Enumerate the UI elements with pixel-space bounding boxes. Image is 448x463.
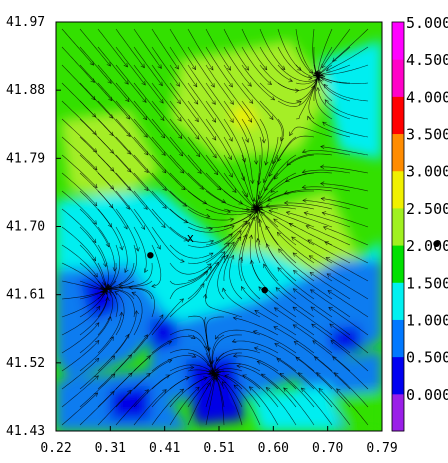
station-dot bbox=[147, 252, 154, 259]
colorbar-swatch bbox=[392, 393, 404, 432]
colorbar-swatch bbox=[392, 245, 404, 283]
colorbar-label: 0.000 bbox=[406, 386, 448, 404]
x-tick-label: 0.31 bbox=[95, 441, 126, 456]
colorbar-label: 2.500 bbox=[406, 200, 448, 218]
colorbar-label: 3.000 bbox=[406, 163, 448, 181]
x-tick-label: 0.51 bbox=[203, 441, 234, 456]
y-axis: 41.97 41.88 41.79 41.70 41.61 41.52 41.43 bbox=[6, 15, 61, 439]
colorbar-label: 2.000 bbox=[406, 237, 448, 255]
colorbar-swatch bbox=[392, 207, 404, 246]
colorbar-label: 0.500 bbox=[406, 349, 448, 367]
x-tick-label: 0.41 bbox=[149, 441, 180, 456]
colorbar-label: 4.000 bbox=[406, 88, 448, 106]
colorbar-swatch bbox=[392, 282, 404, 320]
streamlines bbox=[61, 28, 369, 426]
y-tick-label: 41.52 bbox=[6, 356, 45, 371]
station-dot bbox=[261, 286, 268, 294]
colorbar-swatch bbox=[392, 356, 404, 395]
x-axis: 0.22 0.31 0.41 0.51 0.60 0.70 0.79 bbox=[40, 426, 398, 456]
colorbar-swatch bbox=[392, 170, 404, 209]
colorbar-swatch bbox=[392, 59, 404, 97]
x-tick-label: 0.70 bbox=[312, 441, 343, 456]
colorbar-swatch bbox=[392, 319, 404, 358]
y-tick-label: 41.43 bbox=[6, 424, 45, 439]
colorbar: 0.000 0.500 1.000 1.500 2.000 2.500 3.000 3.500… bbox=[391, 14, 448, 432]
colorbar-swatch bbox=[392, 96, 404, 135]
x-marker: x bbox=[187, 231, 194, 245]
colorbar-label: 1.000 bbox=[406, 311, 448, 329]
colorbar-swatch bbox=[392, 22, 404, 60]
side-marker: • bbox=[430, 233, 443, 258]
y-tick-label: 41.61 bbox=[6, 288, 45, 303]
markers: x bbox=[147, 231, 268, 294]
y-tick-label: 41.79 bbox=[6, 151, 45, 166]
y-tick-label: 41.88 bbox=[6, 83, 45, 98]
x-tick-label: 0.79 bbox=[366, 441, 397, 456]
x-tick-label: 0.60 bbox=[258, 441, 289, 456]
colorbar-label: 5.000 bbox=[406, 14, 448, 32]
colorbar-label: 4.500 bbox=[406, 51, 448, 69]
y-tick-label: 41.70 bbox=[6, 220, 45, 235]
x-tick-label: 0.22 bbox=[40, 441, 71, 456]
colorbar-label: 3.500 bbox=[406, 126, 448, 144]
y-tick-label: 41.97 bbox=[6, 15, 45, 30]
colorbar-label: 1.500 bbox=[406, 274, 448, 292]
colorbar-swatch bbox=[392, 133, 404, 172]
